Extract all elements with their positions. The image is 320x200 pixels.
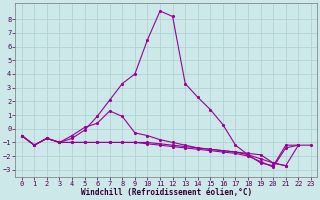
- X-axis label: Windchill (Refroidissement éolien,°C): Windchill (Refroidissement éolien,°C): [81, 188, 252, 197]
